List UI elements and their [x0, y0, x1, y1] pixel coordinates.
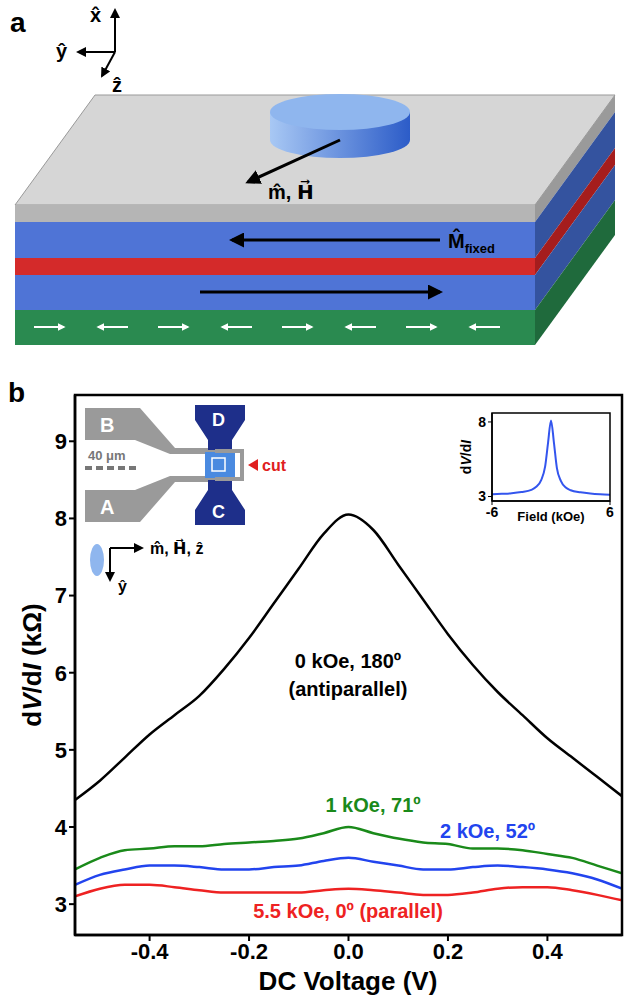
- svg-text:0.4: 0.4: [532, 939, 563, 964]
- svg-text:ẑ: ẑ: [112, 74, 122, 96]
- svg-text:C: C: [212, 502, 225, 522]
- svg-text:0.2: 0.2: [433, 939, 464, 964]
- svg-text:0.0: 0.0: [333, 939, 364, 964]
- svg-text:ŷ: ŷ: [56, 40, 68, 62]
- svg-text:3: 3: [478, 488, 486, 504]
- svg-text:-0.4: -0.4: [131, 939, 170, 964]
- svg-text:ŷ: ŷ: [118, 578, 127, 595]
- svg-text:4: 4: [55, 815, 68, 840]
- svg-text:-6: -6: [486, 504, 499, 520]
- svg-text:8: 8: [478, 414, 486, 430]
- svg-text:6: 6: [55, 661, 67, 686]
- svg-text:D: D: [212, 410, 225, 430]
- svg-text:m̂, H⃗: m̂, H⃗: [268, 179, 314, 203]
- svg-text:5.5 kOe, 0º (parallel): 5.5 kOe, 0º (parallel): [253, 900, 443, 922]
- svg-text:8: 8: [55, 506, 67, 531]
- svg-text:40 μm: 40 μm: [88, 448, 126, 463]
- svg-text:3: 3: [55, 892, 67, 917]
- svg-text:a: a: [10, 7, 26, 38]
- svg-text:Field (kOe): Field (kOe): [517, 509, 584, 524]
- svg-text:M̂fixed: M̂fixed: [448, 228, 495, 256]
- svg-text:B: B: [100, 414, 114, 436]
- svg-text:1 kOe, 71º: 1 kOe, 71º: [325, 794, 420, 816]
- svg-text:m̂, H⃗, ẑ: m̂, H⃗, ẑ: [150, 538, 203, 557]
- svg-text:7: 7: [55, 583, 67, 608]
- svg-text:dV/dI (kΩ): dV/dI (kΩ): [17, 603, 47, 727]
- svg-text:dV/dI: dV/dI: [458, 439, 474, 474]
- svg-text:x̂: x̂: [90, 4, 101, 26]
- svg-text:5: 5: [55, 738, 67, 763]
- svg-text:2 kOe, 52º: 2 kOe, 52º: [440, 820, 535, 842]
- svg-text:A: A: [100, 496, 114, 518]
- svg-text:9: 9: [55, 429, 67, 454]
- svg-text:0 kOe, 180º(antiparallel): 0 kOe, 180º(antiparallel): [289, 650, 408, 700]
- svg-text:b: b: [8, 377, 25, 408]
- svg-text:cut: cut: [262, 457, 287, 474]
- svg-text:-0.2: -0.2: [230, 939, 268, 964]
- svg-text:DC Voltage (V): DC Voltage (V): [259, 966, 438, 996]
- svg-text:6: 6: [606, 504, 614, 520]
